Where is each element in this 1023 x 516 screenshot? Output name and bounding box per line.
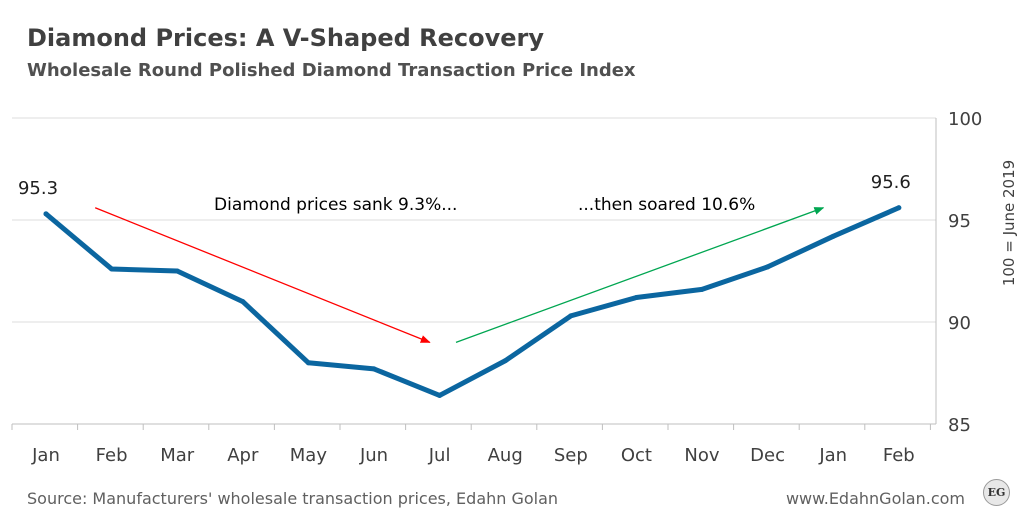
data-point	[765, 264, 771, 270]
data-label: 95.3	[18, 178, 58, 199]
y-tick-label: 85	[948, 415, 971, 436]
source-note: Source: Manufacturers' wholesale transac…	[27, 489, 559, 508]
data-point	[371, 366, 377, 372]
x-tick-label: Jun	[359, 445, 388, 466]
data-point	[109, 266, 115, 272]
data-point	[174, 268, 180, 274]
x-tick-label: Sep	[554, 445, 588, 466]
x-tick-label: Jan	[31, 445, 60, 466]
x-tick-label: Jul	[428, 445, 451, 466]
data-point	[43, 211, 49, 217]
chart-subtitle: Wholesale Round Polished Diamond Transac…	[27, 60, 636, 81]
data-point	[830, 233, 836, 239]
website-link[interactable]: www.EdahnGolan.com	[785, 489, 965, 508]
x-tick-label: May	[290, 445, 328, 466]
x-tick-label: Feb	[883, 445, 915, 466]
x-tick-label: Nov	[684, 445, 719, 466]
x-tick-label: Apr	[227, 445, 259, 466]
data-point	[896, 205, 902, 211]
data-point	[568, 313, 574, 319]
data-point	[699, 286, 705, 292]
data-point	[437, 392, 443, 398]
x-tick-label: Oct	[621, 445, 652, 466]
x-tick-label: Jan	[818, 445, 847, 466]
y-tick-label: 90	[948, 313, 971, 334]
y-tick-label: 95	[948, 211, 971, 232]
x-tick-label: Aug	[488, 445, 523, 466]
data-point	[502, 358, 508, 364]
data-point	[240, 299, 246, 305]
data-point	[633, 295, 639, 301]
y-tick-label: 100	[948, 109, 982, 130]
data-point	[305, 360, 311, 366]
annotation-text: ...then soared 10.6%	[578, 195, 755, 215]
chart-title: Diamond Prices: A V-Shaped Recovery	[27, 24, 545, 52]
y-axis-label: 100 = June 2019	[1000, 160, 1018, 286]
x-tick-label: Dec	[750, 445, 785, 466]
annotation-text: Diamond prices sank 9.3%...	[214, 195, 457, 215]
brand-logo: EG	[983, 479, 1010, 506]
series-line	[43, 205, 902, 398]
annotation-arrow	[455, 207, 825, 344]
x-tick-label: Mar	[160, 445, 195, 466]
data-label: 95.6	[871, 172, 911, 193]
x-tick-label: Feb	[96, 445, 128, 466]
annotation-arrow	[94, 207, 431, 344]
